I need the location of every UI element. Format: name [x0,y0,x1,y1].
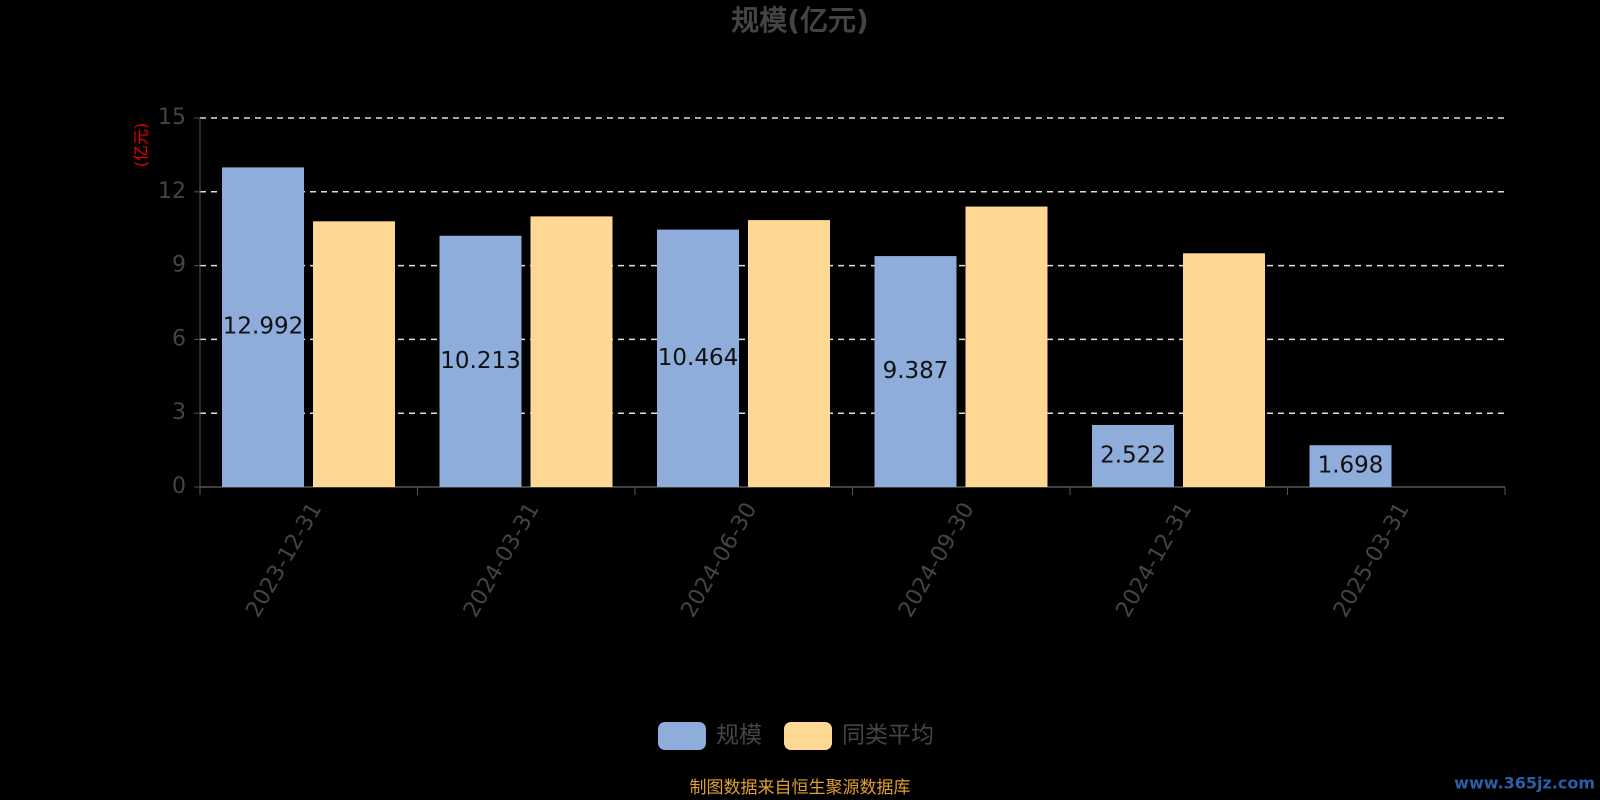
legend-label: 规模 [716,723,762,749]
bar [1183,253,1265,487]
bar [748,220,830,487]
data-label: 10.213 [440,348,520,374]
x-tick-label: 2024-03-31 [459,499,545,622]
data-label: 9.387 [883,358,949,384]
bar [222,167,304,488]
x-tick-label: 2023-12-31 [242,499,328,622]
bar [657,229,739,487]
y-tick-label: 0 [172,474,186,499]
y-tick-label: 6 [172,326,186,351]
y-tick-label: 12 [158,179,186,204]
y-tick-label: 3 [172,400,186,425]
legend-label: 同类平均 [842,723,934,749]
bar [1092,424,1174,487]
legend-swatch [784,722,832,750]
bar [1309,445,1392,487]
y-axis-label: (亿元) [132,123,151,168]
x-tick-label: 2025-03-31 [1329,499,1415,622]
y-tick-label: 9 [172,253,186,278]
chart-title: 规模(亿元) [731,4,869,37]
bar [530,216,613,487]
source-note: 制图数据来自恒生聚源数据库 [690,778,911,798]
y-tick-label: 15 [158,105,186,130]
bar [439,235,522,487]
watermark: www.365jz.com [1454,774,1595,793]
x-tick-label: 2024-06-30 [677,499,763,622]
data-label: 2.522 [1100,442,1166,468]
data-label: 10.464 [658,345,738,371]
bar [313,221,395,487]
bar [874,256,957,487]
data-label: 1.698 [1318,453,1384,479]
bar [965,206,1048,487]
data-label: 12.992 [223,314,303,340]
x-tick-label: 2024-09-30 [894,499,980,622]
x-tick-label: 2024-12-31 [1112,499,1198,622]
legend-swatch [658,722,706,750]
